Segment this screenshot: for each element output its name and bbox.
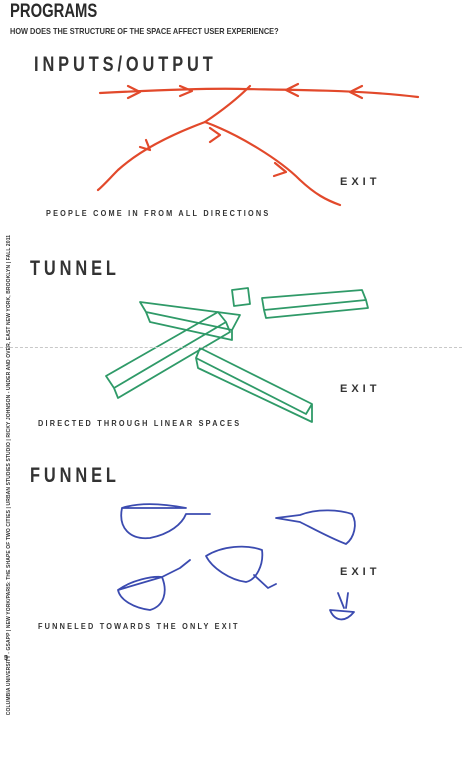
main-line (98, 87, 420, 99)
arrow-head-2 (178, 84, 194, 98)
inputs-output-sketch (96, 82, 420, 207)
inputs-output-heading: INPUTS/OUTPUT (34, 53, 217, 76)
funnel-shape-1 (120, 503, 211, 540)
funnel-shape-2 (275, 509, 356, 545)
arrow-head-6 (208, 126, 222, 144)
arrow-head-5 (138, 138, 152, 152)
tunnel-box-right (261, 289, 369, 319)
funnel-shape-4 (117, 559, 191, 611)
section-divider (0, 347, 462, 348)
tunnel-sketch (105, 287, 369, 423)
arrow-head-3 (284, 82, 300, 98)
tunnel-box-lower-right (195, 347, 313, 423)
arrow-head-7 (272, 161, 288, 178)
lower-left-line (96, 120, 207, 192)
tunnel-box-small (231, 287, 251, 307)
page-number: 5 (4, 655, 8, 662)
inputs-exit-label: EXIT (340, 176, 381, 188)
funnel-heading: FUNNEL (30, 464, 120, 487)
tunnel-box-long (105, 311, 231, 399)
tunnel-box-upper-left (139, 301, 241, 341)
arrow-head-1 (126, 84, 142, 100)
page-title: PROGRAMS (10, 1, 98, 22)
inputs-caption: PEOPLE COME IN FROM ALL DIRECTIONS (46, 208, 271, 218)
tunnel-exit-label: EXIT (340, 383, 381, 395)
page-subtitle: HOW DOES THE STRUCTURE OF THE SPACE AFFE… (10, 27, 279, 36)
funnel-exit-label: EXIT (340, 566, 381, 578)
tunnel-heading: TUNNEL (30, 257, 120, 280)
tunnel-caption: DIRECTED THROUGH LINEAR SPACES (38, 418, 242, 428)
sketch-layer (96, 82, 420, 621)
funnel-shape-5 (329, 592, 355, 621)
arrow-head-4 (348, 84, 364, 100)
funnel-sketch (117, 503, 356, 621)
crossing-line (203, 84, 252, 124)
exit-line (203, 120, 342, 207)
vertical-credit-text: COLUMBIA UNIVERSITY - GSAPP | NEW YORK/P… (6, 234, 12, 716)
funnel-shape-3 (205, 545, 277, 589)
funnel-caption: FUNNELED TOWARDS THE ONLY EXIT (38, 621, 240, 631)
